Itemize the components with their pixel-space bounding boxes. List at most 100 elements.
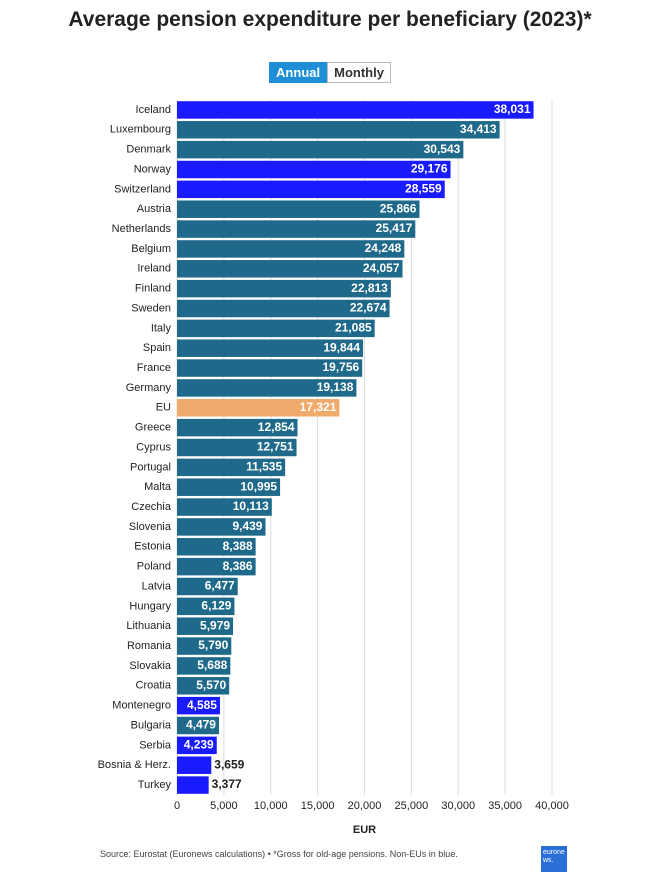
y-tick-label: Netherlands [112,223,172,235]
bar [177,279,391,298]
value-label: 38,031 [494,102,531,116]
bar [177,180,445,199]
x-tick-label: 15,000 [301,800,335,812]
y-tick-label: Belgium [131,243,171,255]
value-label: 25,866 [380,201,417,215]
bar [177,438,297,457]
value-label: 5,790 [198,638,228,652]
y-tick-label: Slovakia [129,660,171,672]
bar [177,637,232,655]
value-label: 19,138 [317,380,354,394]
value-label: 5,688 [197,658,227,672]
y-tick-label: Malta [144,481,172,493]
value-label: 24,248 [365,241,402,255]
y-tick-label: Finland [135,283,171,295]
value-label: 22,813 [351,281,388,295]
bar [177,498,272,516]
value-label: 3,377 [212,777,242,791]
y-tick-label: Denmark [126,144,171,156]
y-tick-label: Poland [137,561,171,573]
bar [177,617,234,635]
bar [177,339,364,357]
y-tick-label: Iceland [136,104,171,116]
bar [177,299,390,318]
bar [177,260,403,278]
bar [177,478,281,496]
toggle-button[interactable]: Monthly [327,62,391,83]
value-label: 24,057 [363,261,400,275]
x-tick-label: 40,000 [535,800,569,812]
y-tick-label: Lithuania [126,620,172,632]
x-tick-label: 30,000 [441,800,475,812]
y-tick-label: Luxembourg [110,124,171,136]
bar [177,101,534,119]
bar [177,716,219,735]
value-label: 6,477 [205,579,235,593]
y-tick-label: Cyprus [136,441,171,453]
logo: euronews. [541,846,567,872]
y-tick-label: France [137,362,171,374]
x-axis-label: EUR [353,824,376,836]
value-label: 17,321 [300,400,337,414]
y-tick-label: Croatia [136,680,172,692]
y-tick-label: Hungary [129,600,171,612]
value-label: 5,570 [196,678,226,692]
bar [177,756,212,774]
y-tick-label: Romania [127,640,172,652]
bar [177,160,451,179]
bar [177,140,464,159]
bar [177,379,357,397]
bar [177,319,375,338]
value-label: 12,751 [257,440,294,454]
source-note: Source: Eurostat (Euronews calculations)… [100,849,458,859]
y-tick-label: Sweden [131,302,171,314]
y-tick-label: EU [156,402,171,414]
x-tick-label: 25,000 [395,800,429,812]
bar [177,518,266,536]
value-label: 4,239 [184,738,214,752]
bar [177,657,231,675]
bar [177,677,230,695]
value-label: 19,844 [323,340,360,354]
x-tick-label: 20,000 [348,800,382,812]
y-tick-label: Czechia [131,501,172,513]
y-tick-label: Norway [134,163,172,175]
y-tick-label: Bulgaria [131,719,172,731]
x-tick-label: 35,000 [488,800,522,812]
value-label: 5,979 [200,618,230,632]
y-tick-label: Italy [151,322,172,334]
y-tick-label: Serbia [139,739,172,751]
value-label: 8,388 [223,539,253,553]
bar [177,399,340,417]
x-tick-label: 10,000 [254,800,288,812]
bar [177,776,209,794]
value-label: 22,674 [350,301,387,315]
value-label: 9,439 [232,519,262,533]
bar [177,121,500,139]
bar [177,597,235,616]
y-tick-label: Greece [135,422,171,434]
y-tick-label: Portugal [130,461,171,473]
y-tick-label: Latvia [142,580,172,592]
value-label: 8,386 [223,559,253,573]
y-tick-label: Bosnia & Herz. [98,759,171,771]
toggle: Annual Monthly [0,62,660,83]
bar [177,538,256,556]
x-tick-label: 5,000 [210,800,238,812]
y-tick-label: Switzerland [114,183,171,195]
bar [177,458,286,477]
value-label: 34,413 [460,122,497,136]
y-tick-label: Turkey [138,779,172,791]
toggle-button[interactable]: Annual [269,62,328,83]
value-label: 21,085 [335,321,372,335]
value-label: 3,659 [214,757,244,771]
bar [177,557,256,576]
value-label: 4,585 [187,698,217,712]
y-tick-label: Germany [126,382,172,394]
value-label: 6,129 [201,599,231,613]
bar [177,200,420,218]
y-tick-label: Ireland [137,263,171,275]
value-label: 10,995 [240,479,277,493]
value-label: 28,559 [405,182,442,196]
